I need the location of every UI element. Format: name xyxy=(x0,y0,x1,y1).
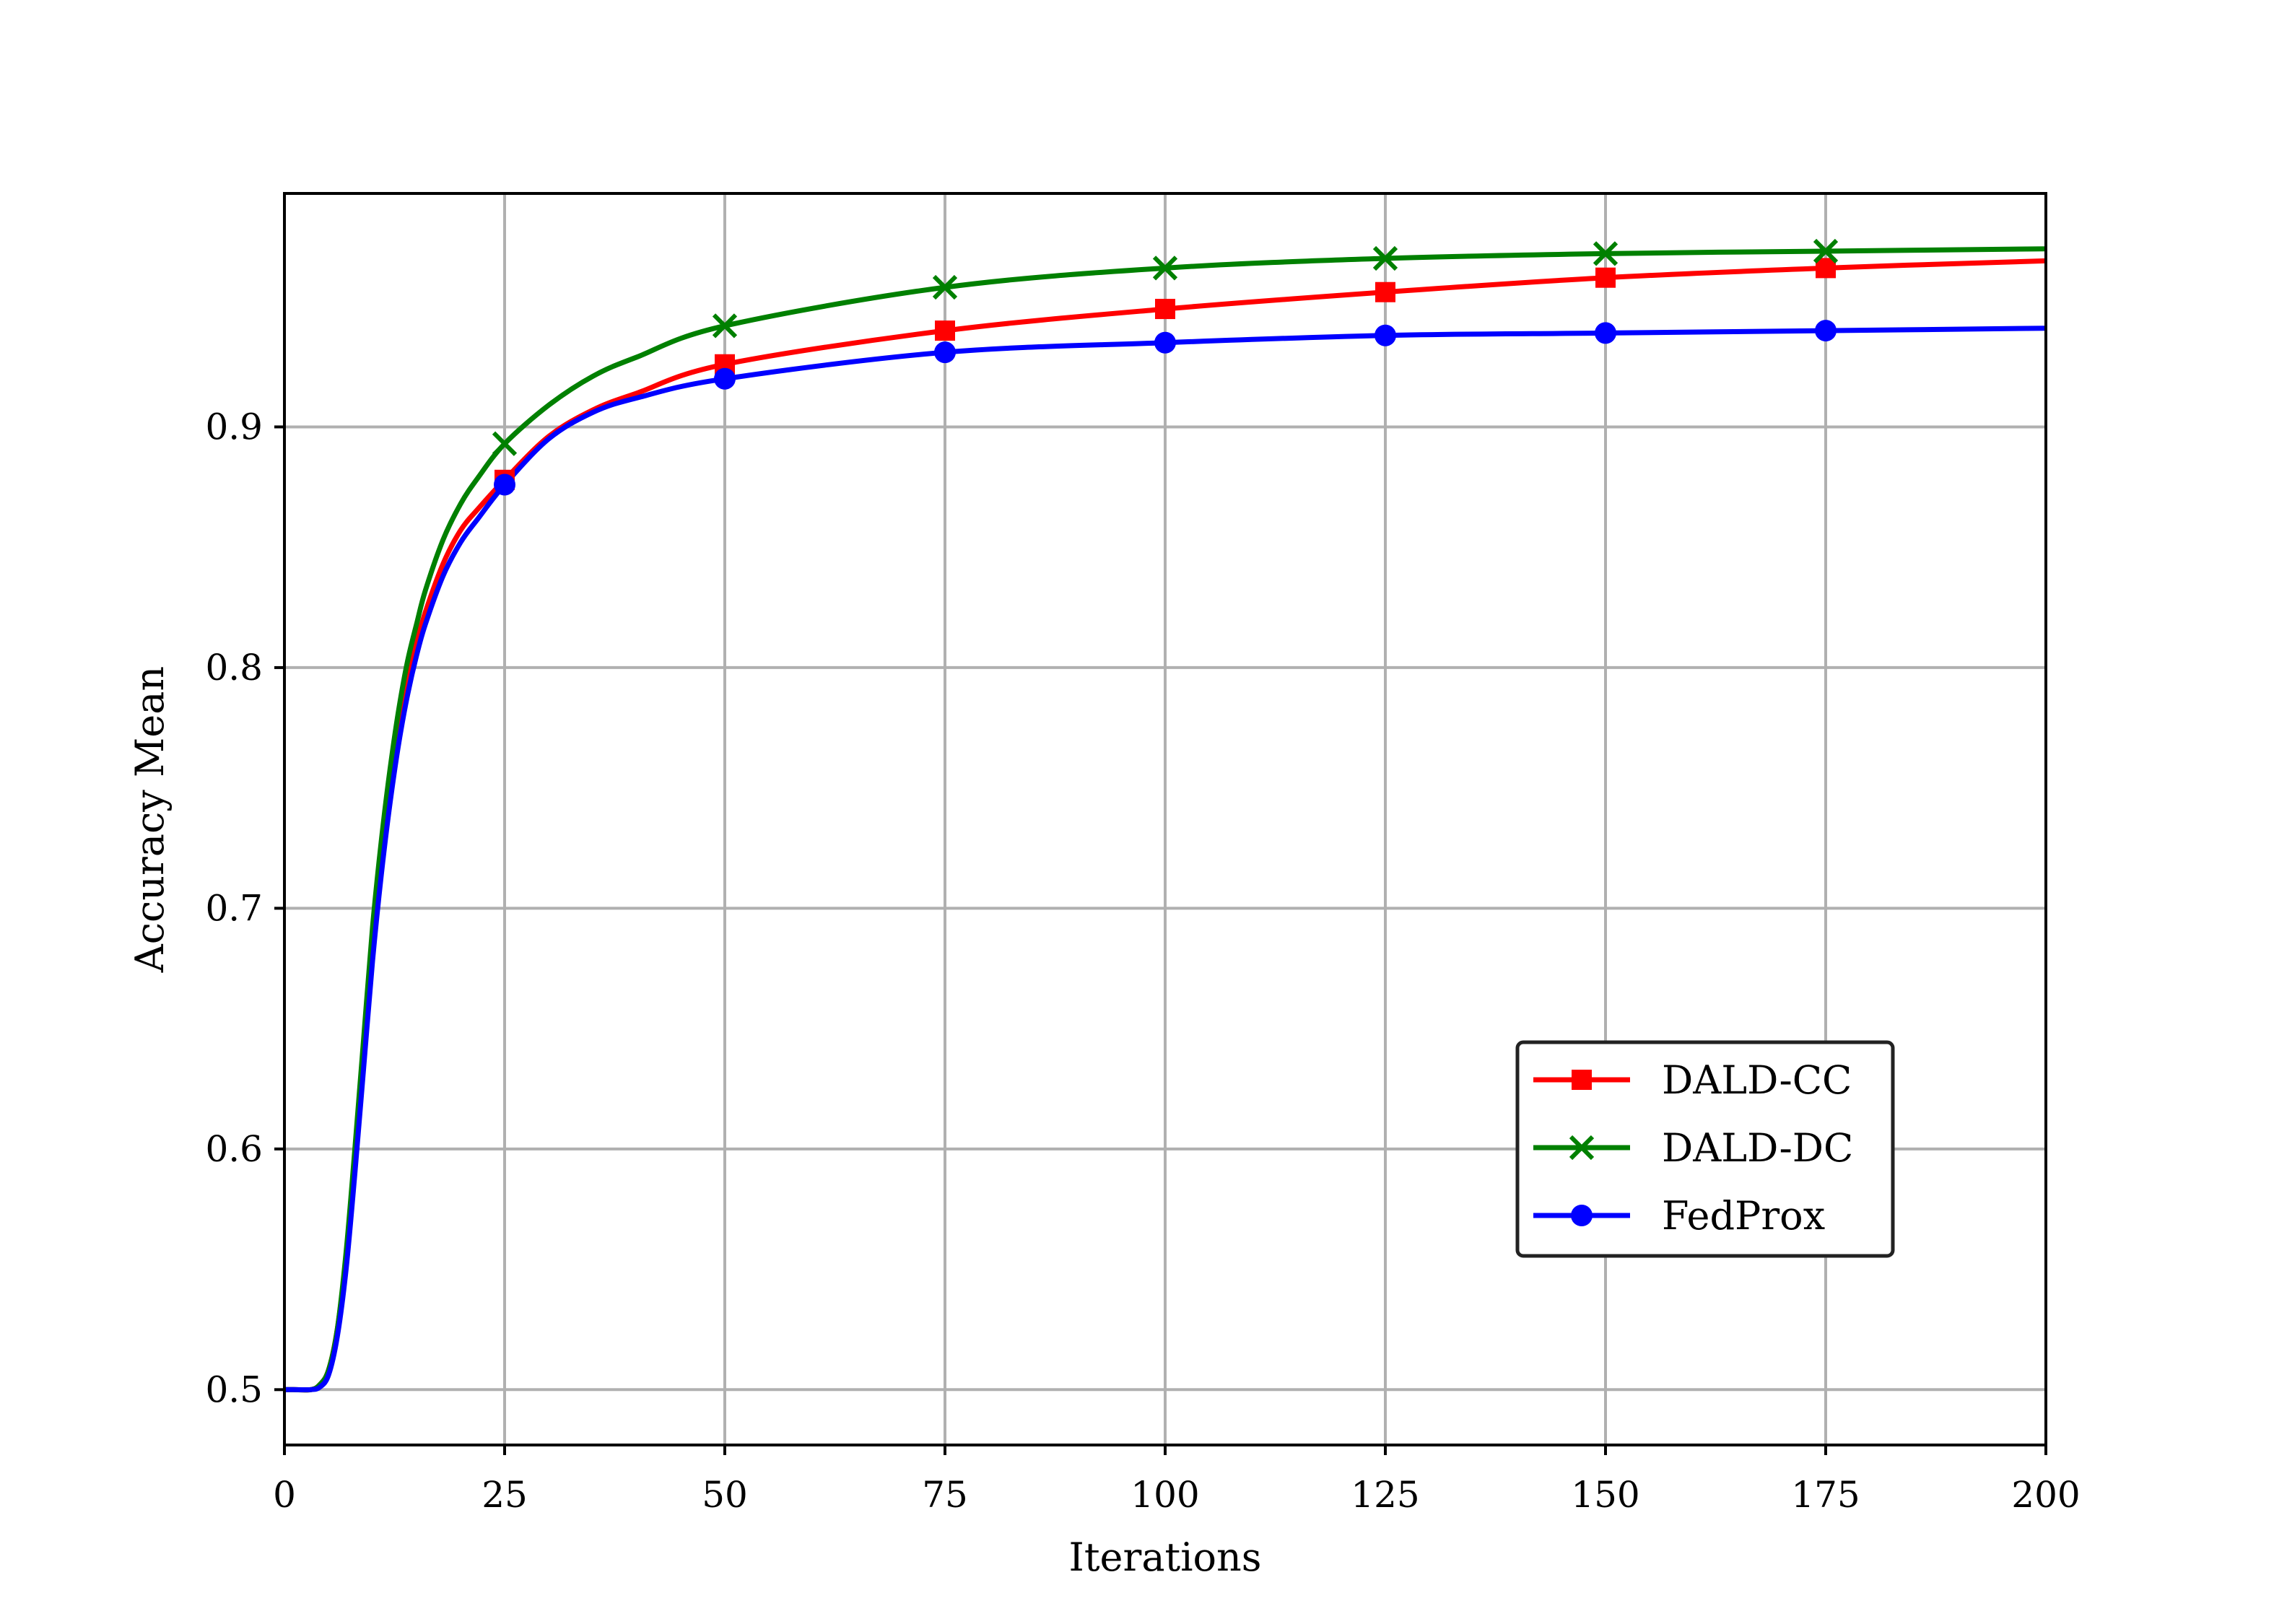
legend-label: FedProx xyxy=(1662,1193,1825,1239)
y-tick-label: 0.9 xyxy=(205,406,263,448)
legend-marker xyxy=(1571,1205,1593,1226)
x-tick-label: 150 xyxy=(1571,1474,1639,1516)
marker-dald-cc xyxy=(935,320,955,341)
legend: DALD-CC DALD-DC FedProx xyxy=(1515,1040,1895,1258)
legend-marker xyxy=(1572,1070,1592,1090)
y-tick-label: 0.6 xyxy=(205,1128,263,1170)
y-tick-label: 0.7 xyxy=(205,887,263,929)
legend-box xyxy=(1515,1040,1895,1258)
marker-dald-cc xyxy=(1155,299,1175,320)
legend-entry-dald-cc: DALD-CC xyxy=(1533,1057,1852,1103)
marker-dald-cc xyxy=(1595,267,1616,288)
marker-dald-dc xyxy=(1593,241,1619,266)
x-tick-label: 25 xyxy=(482,1474,528,1516)
y-tick-label: 0.5 xyxy=(205,1368,263,1410)
grid xyxy=(283,193,2047,1445)
x-tick-label: 175 xyxy=(1791,1474,1860,1516)
marker-fedprox xyxy=(1154,331,1176,354)
x-axis-label: Iterations xyxy=(1069,1534,1262,1580)
series-markers xyxy=(492,238,1839,496)
marker-dald-dc xyxy=(1152,256,1178,281)
marker-dald-cc xyxy=(1816,258,1836,279)
marker-fedprox xyxy=(1595,322,1616,344)
marker-dald-dc xyxy=(492,431,518,456)
marker-fedprox xyxy=(934,341,956,364)
legend-entry-fedprox: FedProx xyxy=(1533,1193,1825,1239)
x-tick-label: 0 xyxy=(273,1474,296,1516)
marker-fedprox xyxy=(1375,324,1396,346)
legend-entry-dald-dc: DALD-DC xyxy=(1533,1125,1853,1171)
marker-dald-dc xyxy=(1813,238,1839,264)
marker-dald-dc xyxy=(1372,245,1398,271)
x-tick-label: 50 xyxy=(702,1474,748,1516)
marker-fedprox xyxy=(1815,320,1837,342)
x-tick-label: 125 xyxy=(1351,1474,1419,1516)
series-line-fedprox xyxy=(284,326,2047,1393)
legend-label: DALD-CC xyxy=(1662,1057,1852,1103)
marker-dald-dc xyxy=(932,274,958,300)
marker-fedprox xyxy=(714,367,736,390)
x-axis-ticks: 0 25 50 75 100 125 150 175 200 xyxy=(273,1445,2081,1516)
y-tick-label: 0.8 xyxy=(205,647,263,689)
marker-dald-dc xyxy=(712,313,738,339)
y-axis-label: Accuracy Mean xyxy=(127,666,173,973)
y-axis-ticks: 0.5 0.6 0.7 0.8 0.9 xyxy=(205,406,284,1410)
marker-dald-cc xyxy=(1375,281,1395,302)
series-lines xyxy=(284,246,2047,1393)
legend-label: DALD-DC xyxy=(1662,1125,1853,1171)
legend-marker xyxy=(1569,1135,1595,1161)
marker-fedprox xyxy=(494,473,515,496)
x-tick-label: 200 xyxy=(2011,1474,2080,1516)
x-tick-label: 75 xyxy=(922,1474,968,1516)
x-tick-label: 100 xyxy=(1131,1474,1199,1516)
